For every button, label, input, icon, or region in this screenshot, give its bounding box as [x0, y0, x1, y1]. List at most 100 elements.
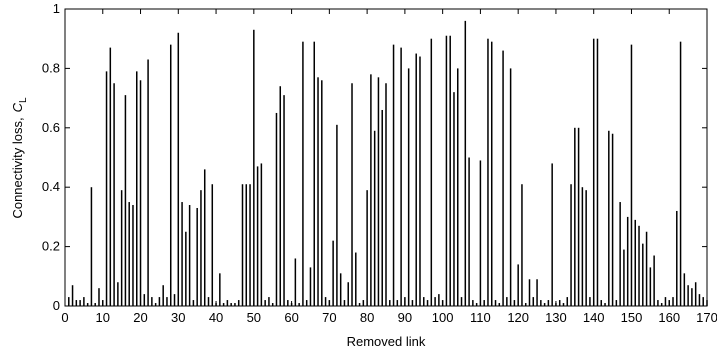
stem — [415, 53, 417, 306]
stem — [370, 74, 372, 306]
stem — [279, 86, 282, 306]
stem — [419, 56, 421, 306]
stem — [230, 303, 232, 306]
stem — [339, 273, 342, 306]
stem — [381, 109, 383, 306]
x-tick-label: 40 — [209, 310, 223, 325]
x-tick-label: 0 — [61, 310, 68, 325]
stem — [102, 300, 104, 306]
stem — [256, 166, 259, 306]
stem — [226, 300, 229, 306]
stem — [355, 252, 357, 306]
stem — [392, 44, 395, 306]
stem — [287, 300, 289, 306]
stem — [642, 243, 644, 306]
stem — [389, 300, 391, 306]
stem — [472, 300, 474, 306]
stem — [540, 300, 542, 306]
stem — [438, 294, 440, 306]
stem — [487, 38, 489, 306]
y-tick-label: 0.4 — [42, 179, 60, 194]
x-tick-label: 80 — [360, 310, 374, 325]
y-axis-symbol: C — [10, 102, 25, 112]
x-tick-label: 100 — [432, 310, 454, 325]
stem — [237, 300, 240, 306]
stem — [188, 205, 191, 306]
stem — [305, 300, 308, 306]
stem — [151, 297, 153, 306]
y-tick-label: 0.6 — [42, 120, 60, 135]
stem — [449, 35, 451, 306]
stem — [173, 294, 176, 306]
stem — [324, 297, 327, 306]
stem — [290, 303, 293, 306]
stem — [547, 300, 550, 306]
stem — [260, 163, 263, 306]
stem — [468, 157, 470, 306]
stem — [215, 303, 217, 306]
y-axis-subscript: L — [18, 97, 29, 103]
stem — [68, 297, 70, 306]
stem — [555, 303, 557, 306]
stem — [253, 29, 255, 306]
stem — [132, 205, 134, 306]
stem — [490, 41, 493, 307]
stem — [653, 255, 655, 306]
stem — [668, 300, 670, 306]
stem — [664, 297, 667, 306]
stem — [577, 127, 580, 306]
stem — [660, 303, 663, 306]
stem — [294, 258, 297, 306]
stem — [672, 297, 674, 306]
stem — [154, 303, 157, 306]
stem — [317, 77, 319, 306]
stem — [532, 297, 535, 306]
stem — [71, 285, 74, 306]
stem — [271, 303, 274, 306]
stem — [592, 38, 595, 306]
stem — [90, 187, 93, 306]
stem — [630, 44, 633, 306]
stem — [445, 35, 448, 306]
stem — [426, 300, 429, 306]
stem — [479, 160, 482, 306]
stem — [117, 282, 119, 306]
stem — [434, 297, 436, 306]
x-tick-label: 120 — [507, 310, 529, 325]
stem — [502, 50, 504, 306]
stem — [351, 83, 353, 306]
y-tick-label: 1 — [53, 1, 60, 16]
stem — [222, 303, 225, 306]
stem — [79, 300, 81, 306]
stem — [528, 279, 531, 306]
stem — [309, 267, 312, 306]
stem — [347, 282, 349, 306]
stem — [702, 297, 704, 306]
stem — [268, 297, 270, 306]
x-tick-label: 10 — [96, 310, 110, 325]
x-tick-label: 140 — [583, 310, 605, 325]
stem — [687, 285, 689, 306]
stem — [551, 163, 553, 306]
stem — [536, 279, 538, 306]
stem — [377, 77, 380, 306]
stem — [83, 297, 85, 306]
stem — [698, 294, 701, 306]
stem — [676, 210, 678, 306]
x-tick-label: 130 — [545, 310, 567, 325]
stem — [513, 300, 516, 306]
stem — [475, 303, 478, 306]
stem — [177, 32, 180, 306]
stem — [396, 300, 399, 306]
y-axis-label: Connectivity loss, CL — [10, 97, 29, 219]
stem — [558, 300, 561, 306]
stem — [494, 300, 497, 306]
stem — [574, 127, 576, 306]
stem — [521, 184, 523, 306]
stem — [203, 169, 206, 306]
stem — [611, 133, 614, 306]
stem — [608, 130, 610, 306]
stem — [124, 95, 127, 306]
stem — [634, 219, 636, 306]
stem — [423, 297, 425, 306]
